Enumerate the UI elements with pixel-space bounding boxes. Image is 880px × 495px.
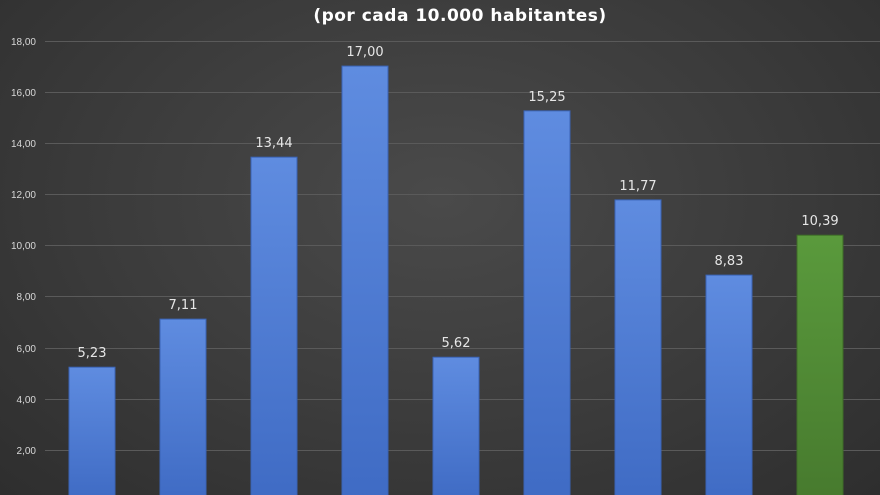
bar <box>432 356 480 495</box>
bar-value-label: 13,44 <box>255 136 292 151</box>
y-tick-label: 8,00 <box>17 292 37 303</box>
bar <box>705 274 753 495</box>
bar <box>250 156 298 495</box>
chart-subtitle: (por cada 10.000 habitantes) <box>313 6 607 26</box>
bar <box>614 199 662 495</box>
bar-value-label: 7,11 <box>169 298 198 313</box>
bar-value-label: 5,62 <box>442 336 471 351</box>
y-tick-label: 6,00 <box>17 344 37 355</box>
bar-value-label: 10,39 <box>801 214 838 229</box>
bar-value-label: 15,25 <box>528 90 565 105</box>
bar-value-label: 11,77 <box>619 179 656 194</box>
bar-value-label: 17,00 <box>346 45 383 60</box>
bar-value-label: 8,83 <box>715 254 744 269</box>
y-tick-label: 18,00 <box>11 37 36 48</box>
bar <box>159 318 207 495</box>
y-tick-label: 2,00 <box>17 446 37 457</box>
bar <box>68 366 116 495</box>
bar <box>341 65 389 495</box>
y-tick-label: 4,00 <box>17 395 37 406</box>
bar-value-label: 5,23 <box>78 346 107 361</box>
y-tick-label: 10,00 <box>11 241 36 252</box>
bar <box>796 234 844 495</box>
y-tick-label: 14,00 <box>11 139 36 150</box>
y-tick-label: 16,00 <box>11 88 36 99</box>
bar <box>523 110 571 495</box>
y-tick-label: 12,00 <box>11 190 36 201</box>
